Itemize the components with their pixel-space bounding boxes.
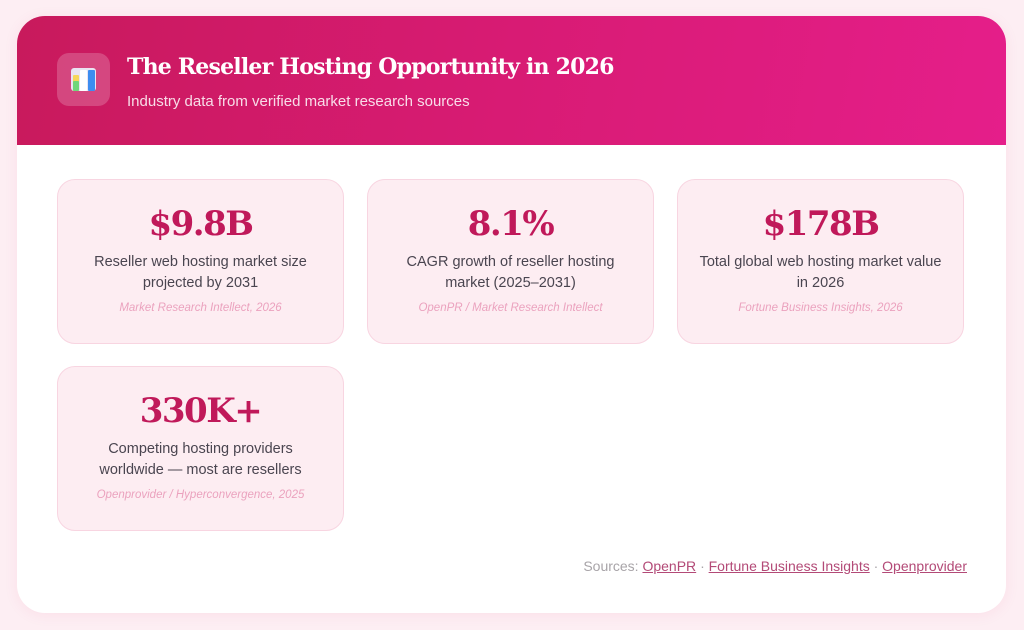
infographic-card: The Reseller Hosting Opportunity in 2026…: [17, 16, 1006, 613]
stat-source: Fortune Business Insights, 2026: [738, 302, 903, 314]
stat-value: 8.1%: [467, 204, 555, 244]
stat-label: Competing hosting providers worldwide — …: [99, 441, 302, 478]
stat-label: CAGR growth of reseller hosting market (…: [406, 254, 615, 291]
stat-card-global-market: $178B Total global web hosting market va…: [677, 179, 964, 344]
stat-source: OpenPR / Market Research Intellect: [418, 302, 603, 314]
stat-source: Openprovider / Hyperconvergence, 2025: [96, 489, 305, 501]
sources-footer: Sources: OpenPR · Fortune Business Insig…: [583, 558, 967, 574]
page-title: The Reseller Hosting Opportunity in 2026: [127, 54, 614, 80]
stat-label: Total global web hosting market value in…: [699, 254, 942, 291]
source-link-fortune[interactable]: Fortune Business Insights: [708, 558, 870, 574]
stat-value: $9.8B: [148, 204, 254, 244]
separator: ·: [873, 558, 879, 574]
source-link-openpr[interactable]: OpenPR: [642, 558, 697, 574]
stat-card-cagr: 8.1% CAGR growth of reseller hosting mar…: [367, 179, 654, 344]
separator: ·: [700, 558, 705, 574]
source-link-openprovider[interactable]: Openprovider: [882, 558, 967, 574]
page-subtitle: Industry data from verified market resea…: [127, 93, 470, 110]
sources-prefix: Sources:: [583, 558, 639, 574]
stat-label: Reseller web hosting market size project…: [94, 254, 307, 291]
header-banner: The Reseller Hosting Opportunity in 2026…: [17, 16, 1006, 145]
stat-card-market-size: $9.8B Reseller web hosting market size p…: [57, 179, 344, 344]
stat-source: Market Research Intellect, 2026: [119, 302, 282, 314]
stat-card-providers: 330K+ Competing hosting providers worldw…: [57, 366, 344, 531]
stat-value: 330K+: [139, 391, 263, 431]
bar-chart-icon: [57, 53, 110, 106]
stat-value: $178B: [762, 204, 880, 244]
